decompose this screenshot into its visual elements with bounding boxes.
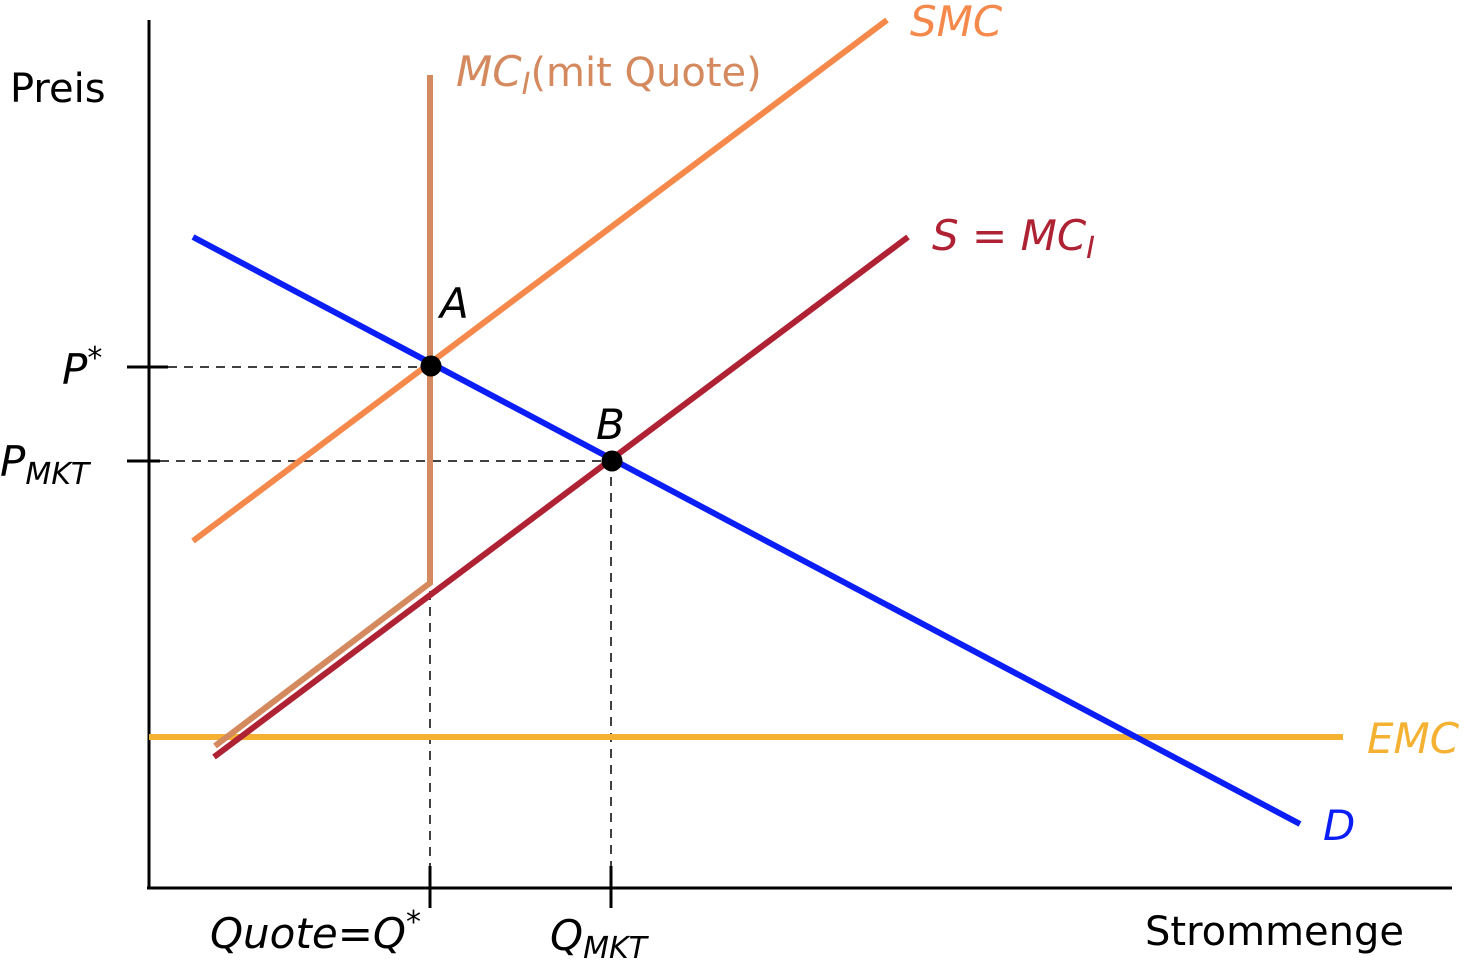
point-b [601, 450, 623, 472]
smc-curve [191, 17, 889, 544]
emc-label: EMC [1367, 714, 1460, 763]
supply-mci-label: S = MCI [932, 211, 1095, 266]
y-axis-label: Preis [10, 66, 106, 112]
mci-quote-label: MCI(mit Quote) [456, 47, 762, 102]
quote-label: Quote=Q* [210, 905, 421, 958]
demand-curve [191, 234, 1302, 827]
q-mkt-label: QMKT [550, 911, 650, 961]
demand-label: D [1323, 801, 1355, 850]
p-mkt-label: PMKT [0, 437, 92, 492]
supply-mci-curve [212, 234, 910, 760]
point-a [420, 355, 442, 377]
x-axis-label: Strommenge [1145, 909, 1404, 955]
point-a-label: A [437, 279, 469, 328]
mci-quote-curve [213, 75, 433, 749]
smc-label: SMC [910, 0, 1003, 46]
point-b-label: B [596, 400, 625, 449]
p-star-label: P* [62, 341, 102, 394]
